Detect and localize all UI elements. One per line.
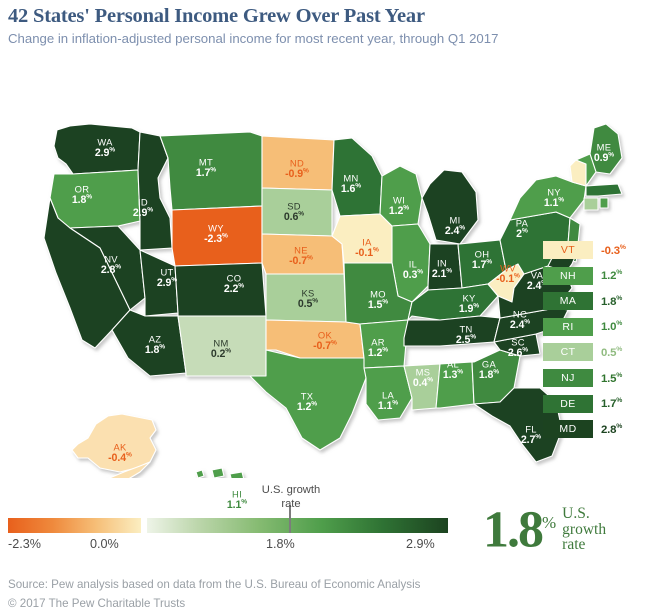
small-state-value-nh: 1.2% bbox=[601, 269, 623, 282]
state-CA bbox=[43, 197, 131, 349]
state-RI bbox=[599, 197, 609, 209]
scale-label-usrate: 1.8% bbox=[266, 537, 295, 551]
color-scale-legend: U.S. growth rate -2.3% 0.0% 1.8% 2.9% bbox=[8, 484, 448, 551]
color-scale-bar: U.S. growth rate bbox=[8, 484, 448, 533]
state-MT bbox=[159, 131, 263, 211]
state-ND bbox=[261, 135, 335, 191]
chart-footer: Source: Pew analysis based on data from … bbox=[8, 575, 648, 613]
small-state-chip-md: MD bbox=[543, 420, 593, 439]
small-state-chip-nj: NJ bbox=[543, 368, 593, 387]
small-state-value-ri: 1.0% bbox=[601, 320, 623, 334]
small-state-row-ct: CT 0.5% bbox=[543, 343, 655, 362]
small-state-row-de: DE 1.7% bbox=[543, 394, 655, 413]
scale-label-zero: 0.0% bbox=[90, 537, 119, 551]
state-CO bbox=[174, 262, 267, 317]
small-states-legend: VT -0.3% NH 1.2% MA 1.8% RI 1.0% CT 0.5%… bbox=[543, 241, 655, 446]
small-state-value-vt: -0.3% bbox=[601, 243, 626, 257]
state-WA bbox=[53, 123, 141, 175]
callout-value: 1.8% bbox=[483, 501, 557, 559]
callout-caption: U.S. growth rate bbox=[562, 506, 606, 553]
state-MN bbox=[331, 137, 383, 217]
page-subtitle: Change in inflation-adjusted personal in… bbox=[8, 31, 499, 46]
source-note: Source: Pew analysis based on data from … bbox=[8, 578, 421, 591]
state-ME bbox=[589, 123, 623, 175]
state-WY bbox=[171, 205, 263, 267]
small-state-chip-de: DE bbox=[543, 394, 593, 413]
scale-label-max: 2.9% bbox=[406, 537, 435, 551]
choropleth-map: WA 2.9% OR 1.8% ID 2.9% MT 1.7% WY -2.3% NV 2.… bbox=[0, 58, 660, 510]
small-state-row-ri: RI 1.0% bbox=[543, 317, 655, 336]
state-OR bbox=[49, 169, 141, 229]
state-CT bbox=[583, 197, 599, 211]
state-NE bbox=[261, 233, 345, 275]
state-MS bbox=[403, 363, 441, 411]
state-AR bbox=[359, 319, 409, 369]
small-state-value-ct: 0.5% bbox=[601, 345, 623, 359]
us-rate-caption-line1: U.S. growth bbox=[261, 484, 321, 496]
small-state-row-vt: VT -0.3% bbox=[543, 241, 655, 259]
state-KS bbox=[265, 273, 347, 323]
callout-caption-line1: U.S. bbox=[562, 505, 590, 522]
state-NM bbox=[177, 315, 267, 377]
state-AZ bbox=[111, 309, 187, 377]
color-scale-negative-segment bbox=[8, 518, 141, 533]
state-AK-aleutians bbox=[108, 461, 151, 478]
state-UT bbox=[139, 249, 179, 317]
state-TX bbox=[249, 349, 367, 451]
state-TN bbox=[403, 315, 501, 347]
state-IL bbox=[391, 223, 431, 303]
us-growth-rate-callout: 1.8% U.S. growth rate bbox=[483, 500, 606, 559]
copyright-note: © 2017 The Pew Charitable Trusts bbox=[8, 597, 186, 610]
small-state-value-nj: 1.5% bbox=[601, 371, 623, 385]
small-state-chip-ri: RI bbox=[543, 317, 593, 336]
state-VT bbox=[569, 159, 587, 187]
small-state-value-ma: 1.8% bbox=[601, 294, 623, 308]
callout-caption-line3: rate bbox=[562, 536, 586, 553]
small-state-row-nj: NJ 1.5% bbox=[543, 368, 655, 387]
us-states-shapes bbox=[43, 123, 623, 478]
us-rate-caption-line2: rate bbox=[281, 497, 301, 510]
small-state-value-md: 2.8% bbox=[601, 422, 623, 436]
state-MI bbox=[421, 169, 479, 245]
small-state-row-md: MD 2.8% bbox=[543, 420, 655, 439]
state-HI bbox=[195, 467, 245, 478]
state-AK bbox=[71, 413, 157, 473]
small-state-row-ma: MA 1.8% bbox=[543, 292, 655, 311]
state-AL bbox=[435, 361, 475, 409]
color-scale-positive-segment bbox=[147, 518, 448, 533]
us-rate-tick-caption: U.S. growth rate bbox=[236, 484, 346, 511]
small-state-chip-nh: NH bbox=[543, 266, 593, 285]
small-state-chip-ct: CT bbox=[543, 343, 593, 362]
state-OK bbox=[265, 319, 365, 359]
chart-header: 42 States' Personal Income Grew Over Pas… bbox=[8, 0, 652, 47]
state-LA bbox=[363, 365, 413, 421]
small-state-chip-vt: VT bbox=[543, 241, 593, 259]
state-IN bbox=[427, 243, 463, 291]
page-title: 42 States' Personal Income Grew Over Pas… bbox=[8, 5, 425, 27]
callout-caption-line2: growth bbox=[562, 520, 607, 538]
state-MA bbox=[585, 183, 623, 197]
state-SD bbox=[261, 187, 333, 237]
small-state-chip-ma: MA bbox=[543, 292, 593, 311]
small-state-row-nh: NH 1.2% bbox=[543, 266, 655, 285]
small-state-value-de: 1.7% bbox=[601, 397, 623, 410]
state-FL bbox=[473, 387, 563, 463]
state-NH bbox=[575, 153, 597, 187]
scale-label-min: -2.3% bbox=[8, 537, 41, 551]
us-rate-tick-marker bbox=[289, 505, 291, 533]
state-WI bbox=[379, 165, 423, 227]
